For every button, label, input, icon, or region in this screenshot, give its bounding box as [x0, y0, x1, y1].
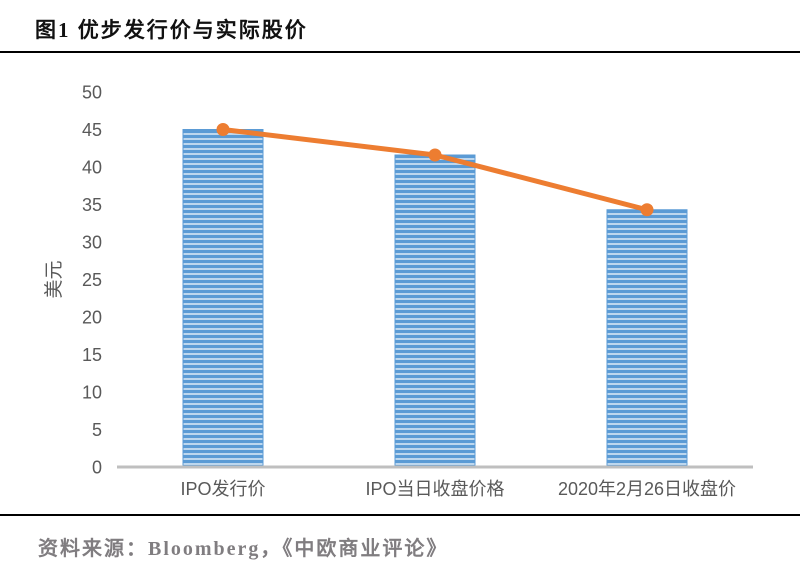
y-tick-label-15: 15 — [82, 345, 102, 365]
x-category-label-0: IPO发行价 — [180, 479, 265, 499]
y-tick-label-25: 25 — [82, 270, 102, 290]
y-tick-label-40: 40 — [82, 158, 102, 178]
figure-title: 图1 优步发行价与实际股价 — [35, 18, 308, 42]
y-tick-label-5: 5 — [92, 420, 102, 440]
y-axis-title: 美元 — [43, 260, 65, 298]
x-category-label-1: IPO当日收盘价格 — [365, 479, 504, 499]
bar-category-2 — [606, 209, 688, 467]
line-marker-0 — [216, 123, 230, 136]
line-marker-2 — [640, 203, 654, 217]
y-tick-label-45: 45 — [82, 120, 102, 140]
bar-category-1 — [394, 154, 476, 467]
line-marker-1 — [428, 148, 442, 162]
title-divider-line — [0, 51, 800, 53]
y-tick-label-35: 35 — [82, 195, 102, 215]
y-tick-label-10: 10 — [82, 383, 102, 403]
y-tick-label-20: 20 — [82, 308, 102, 328]
source-note: 资料来源：Bloomberg，《中欧商业评论》 — [38, 538, 449, 560]
bar-category-0 — [182, 129, 264, 467]
y-tick-label-50: 50 — [82, 83, 102, 103]
y-tick-label-30: 30 — [82, 233, 102, 253]
footer-divider-line — [0, 514, 800, 516]
y-tick-label-0: 0 — [92, 458, 102, 478]
x-category-label-2: 2020年2月26日收盘价 — [558, 479, 736, 499]
